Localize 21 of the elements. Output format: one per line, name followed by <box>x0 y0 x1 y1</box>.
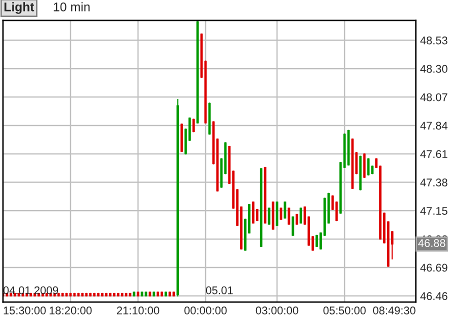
annotation: 46.88 <box>418 239 446 248</box>
y-tick-label: 46.69 <box>420 264 448 272</box>
y-tick-label: 48.53 <box>420 36 448 44</box>
x-tick-label: 21:10:00 <box>116 306 160 314</box>
x-tick-label: 03:00:00 <box>256 306 298 314</box>
annotation: 04.01 2009 <box>3 286 58 294</box>
x-tick-label: 05:50:00 <box>323 306 366 314</box>
x-tick-label: 18:20:00 <box>50 306 92 314</box>
x-tick-label: 15:30:00 <box>4 306 46 314</box>
x-tick-label: 08:49:30 <box>373 306 416 314</box>
chart-subtitle: 10 min <box>54 2 90 12</box>
x-tick-label: 00:00:00 <box>184 306 227 314</box>
y-tick-label: 47.61 <box>420 150 448 158</box>
y-tick-label: 47.84 <box>420 122 448 130</box>
annotation: 05.01 <box>206 286 233 294</box>
chart-title: Light <box>4 2 34 14</box>
y-tick-label: 47.38 <box>420 178 448 186</box>
y-tick-label: 48.07 <box>420 93 448 102</box>
y-tick-label: 46.46 <box>420 292 448 300</box>
y-tick-label: 48.30 <box>420 64 448 73</box>
y-tick-label: 47.15 <box>420 207 448 215</box>
